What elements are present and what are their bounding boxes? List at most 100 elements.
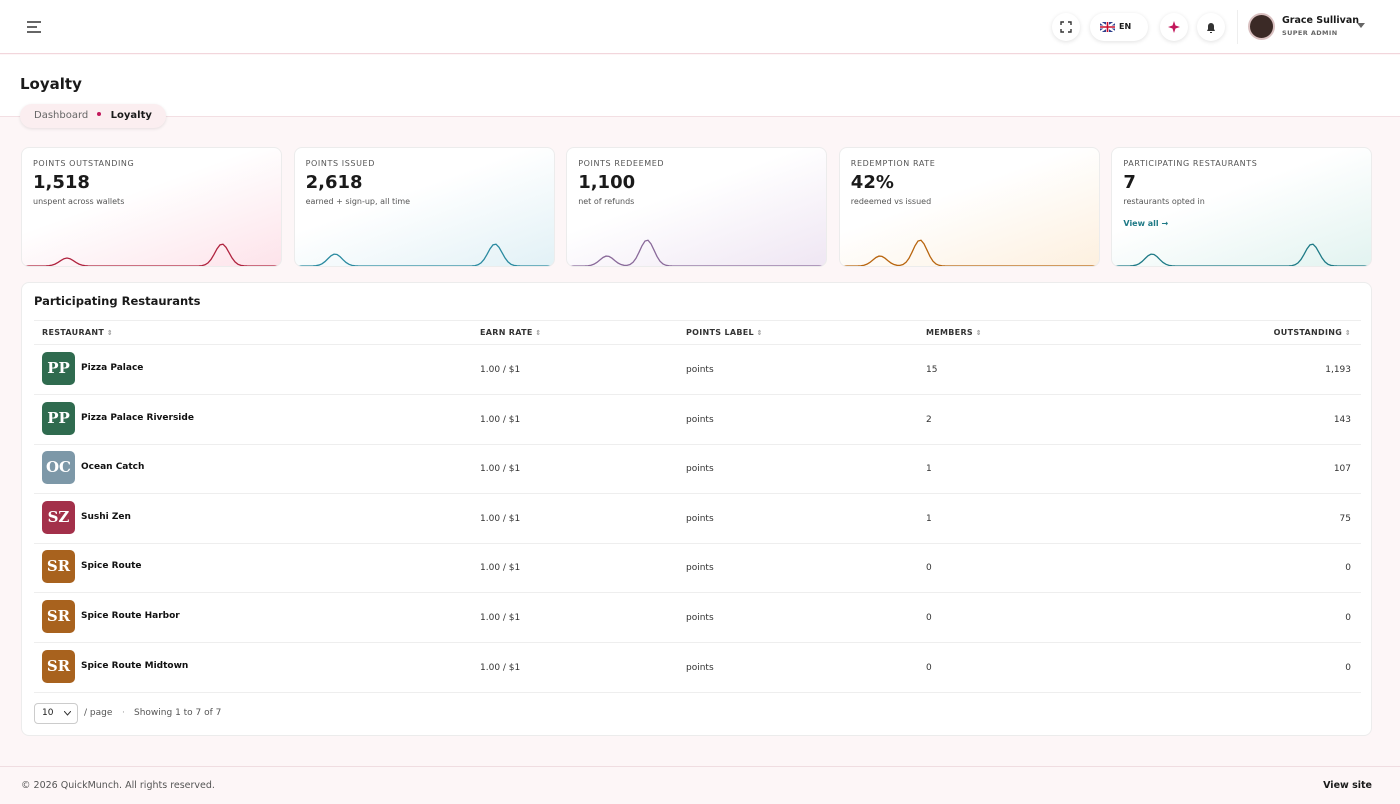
earn-rate: 1.00 / $1 [480,365,521,375]
ai-button[interactable] [1160,13,1188,41]
restaurant-logo: SR [42,600,75,633]
stat-card: POINTS OUTSTANDING 1,518 unspent across wa… [21,147,282,267]
sort-icon[interactable]: ⇕ [1342,329,1351,337]
outstanding: 75 [1339,513,1351,524]
sparkline [25,243,280,266]
stat-value: 42% [850,172,894,193]
sort-icon[interactable]: ⇕ [104,329,114,337]
stat-value: 1,518 [33,172,90,193]
points-label: points [686,662,714,673]
points-label: points [686,513,714,524]
sparkline [297,243,553,266]
notifications-button[interactable] [1197,13,1225,41]
restaurant-name[interactable]: Spice Route [81,561,142,572]
restaurant-logo: PP [42,401,75,435]
copyright: © 2026 QuickMunch. All rights reserved. [21,780,215,791]
outstanding: 143 [1333,414,1351,425]
row-divider [34,642,1361,643]
earn-rate: 1.00 / $1 [480,513,521,524]
stat-note: net of refunds [578,197,635,206]
row-divider [34,542,1361,544]
stat-value: 7 [1123,172,1136,193]
sort-icon[interactable]: ⇕ [753,329,763,337]
row-divider [34,394,1361,395]
members: 0 [926,613,932,623]
stat-value: 2,618 [305,172,363,193]
points-label: points [686,613,714,623]
restaurant-logo: SR [42,649,75,683]
members: 15 [926,365,938,375]
column-header[interactable]: RESTAURANT ⇕ [42,328,114,337]
points-label: points [686,414,714,425]
points-label: points [686,365,714,375]
restaurant-name[interactable]: Pizza Palace [81,363,144,373]
row-divider [34,493,1361,495]
table-title: Participating Restaurants [34,294,201,308]
user-menu-caret[interactable] [1357,23,1365,29]
user-avatar[interactable] [1248,13,1275,40]
sort-icon[interactable]: ⇕ [532,329,542,337]
language-code: EN [1119,22,1132,31]
members: 2 [926,414,932,425]
stat-note: restaurants opted in [1123,197,1205,206]
earn-rate: 1.00 / $1 [480,464,521,475]
page-size: 10 [42,708,54,718]
user-name: Grace Sullivan [1282,15,1360,26]
stat-card: POINTS REDEEMED 1,100 net of refunds [566,147,828,267]
points-label: points [686,464,714,475]
breadcrumb: Dashboard Loyalty [20,104,166,128]
column-header[interactable]: POINTS LABEL ⇕ [686,328,763,337]
restaurant-name[interactable]: Pizza Palace Riverside [81,412,194,423]
column-header[interactable]: EARN RATE ⇕ [480,328,542,337]
restaurant-name[interactable]: Sushi Zen [81,511,131,522]
restaurant-logo: SR [42,550,75,584]
outstanding: 0 [1345,662,1351,673]
stat-label: PARTICIPATING RESTAURANTS [1123,159,1258,168]
stat-card: POINTS ISSUED 2,618 earned + sign-up, all … [293,147,555,267]
outstanding: 0 [1345,613,1351,623]
stat-label: POINTS OUTSTANDING [33,159,135,168]
earn-rate: 1.00 / $1 [480,414,521,425]
stat-note: unspent across wallets [33,197,125,206]
sparkline [1115,243,1371,266]
column-header[interactable]: MEMBERS ⇕ [926,328,982,337]
sparkline [842,239,1098,266]
breadcrumb-link[interactable]: Dashboard [34,110,89,121]
restaurant-logo: PP [42,352,75,385]
earn-rate: 1.00 / $1 [480,662,521,673]
outstanding: 0 [1345,563,1351,574]
restaurant-logo: SZ [42,500,75,534]
restaurants-table-card: Participating Restaurants 10 / page · Sh… [21,282,1372,736]
column-header[interactable]: OUTSTANDING ⇕ [1273,328,1351,337]
view-site-link[interactable]: View site [1323,780,1372,791]
sparkline [570,239,826,266]
points-label: points [686,563,714,574]
outstanding: 1,193 [1325,365,1351,375]
breadcrumb-current: Loyalty [110,110,152,121]
menu-button[interactable] [26,20,42,34]
fullscreen-button[interactable] [1052,13,1080,41]
user-role: SUPER ADMIN [1282,29,1338,37]
row-divider [34,592,1361,594]
page-size-select[interactable]: 10 [34,703,78,724]
language-select[interactable]: EN [1090,13,1148,41]
restaurant-name[interactable]: Ocean Catch [81,462,145,473]
sort-icon[interactable]: ⇕ [972,329,982,337]
members: 0 [926,563,932,574]
row-divider [34,443,1361,445]
members: 1 [926,464,932,475]
showing-label: Showing 1 to 7 of 7 [134,708,222,718]
restaurant-name[interactable]: Spice Route Harbor [81,611,180,621]
members: 0 [926,662,932,673]
restaurant-name[interactable]: Spice Route Midtown [81,660,189,671]
view-all-link[interactable]: View all → [1123,219,1169,228]
restaurant-logo: OC [42,451,75,485]
outstanding: 107 [1333,464,1351,475]
members: 1 [926,513,932,524]
stat-label: REDEMPTION RATE [850,159,936,168]
page-title: Loyalty [20,75,82,93]
stat-value: 1,100 [578,172,636,193]
stat-note: redeemed vs issued [850,197,932,206]
stat-card: PARTICIPATING RESTAURANTS 7 restaurants op… [1111,147,1373,267]
top-bar: EN Grace Sullivan SUPER ADMIN [0,0,1400,54]
